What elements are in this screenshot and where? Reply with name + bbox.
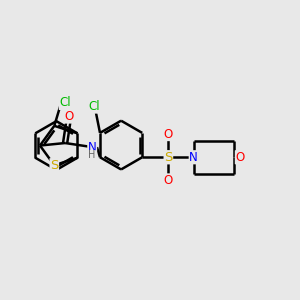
Text: S: S	[50, 159, 58, 172]
Text: O: O	[164, 174, 173, 187]
Text: H: H	[88, 151, 95, 160]
Text: Cl: Cl	[88, 100, 100, 113]
Text: S: S	[164, 151, 172, 164]
Text: O: O	[236, 151, 244, 164]
Text: O: O	[164, 128, 173, 141]
Text: O: O	[64, 110, 74, 123]
Text: N: N	[189, 151, 198, 164]
Text: Cl: Cl	[59, 97, 71, 110]
Text: N: N	[88, 141, 97, 154]
